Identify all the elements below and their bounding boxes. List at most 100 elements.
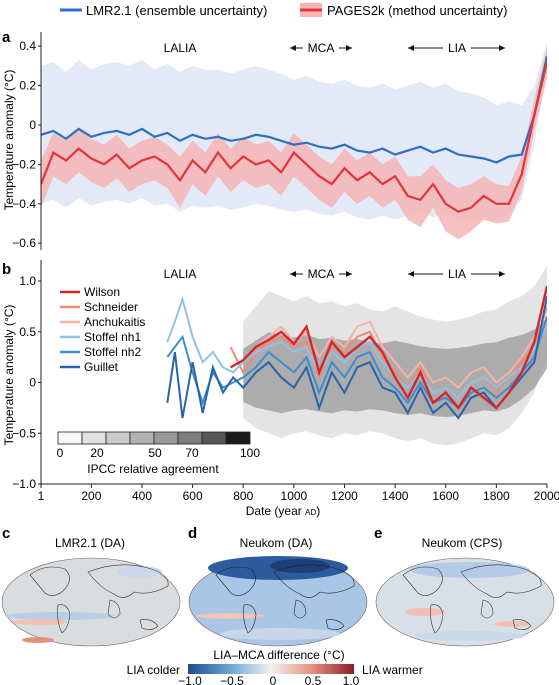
colorbar: LIA–MCA difference (°C) LIA colder LIA w… [127,648,423,685]
map-d-cool-south [220,628,340,640]
map-e-warm-1 [405,608,445,616]
colorbar-tick-1: 1.0 [343,674,360,685]
panel-a-mca-label: MCA [308,41,335,55]
x-tick-label: 1200 [331,489,358,503]
colorbar-tick-neg05: −0.5 [220,674,244,685]
ipcc-tick-0: 0 [57,446,64,460]
map-d-cold-core [270,559,330,573]
map-d-title: Neukom (DA) [240,536,313,550]
panel-b-plot-area [166,265,547,446]
colorbar-title: LIA–MCA difference (°C) [213,648,344,662]
series-line-wilson [230,285,547,410]
legend-anchukaitis-label: Anchukaitis [84,315,145,329]
x-tick-label: 1000 [281,489,308,503]
map-c-letter: c [2,525,10,542]
x-tick-label: 600 [183,489,203,503]
panel-a-ytick-label: −0.2 [12,157,36,171]
map-d-continents [215,564,355,634]
map-e-warm-2 [494,621,530,627]
map-c [1,557,181,647]
colorbar-left-label: LIA colder [127,663,180,677]
panel-a: a 0.4 0.2 0 −0.2 −0.4 −0.6 Temperature anomal… [2,29,547,250]
ipcc-scale-label: IPCC relative agreement [87,462,219,476]
map-c-band-cool [5,612,115,620]
panel-a-y-ticks: 0.4 0.2 0 −0.2 −0.4 −0.6 [12,39,41,250]
panel-b-lia-label: LIA [448,267,466,281]
ipcc-tick-20: 20 [90,446,104,460]
x-tick-label: 1 [38,489,45,503]
panel-a-ytick-label: 0.2 [19,79,36,93]
panel-a-ytick-label: 0.4 [19,39,36,53]
ipcc-tick-50: 50 [148,446,162,460]
panel-b-ytick-label: 0 [29,376,36,390]
legend-schneider-label: Schneider [84,300,138,314]
x-axis-label: Date (year AD) [246,504,321,518]
map-e-cool-south [415,631,525,641]
x-tick-label: 1400 [382,489,409,503]
colorbar-right-label: LIA warmer [362,663,423,677]
ipcc-tick-100: 100 [240,446,260,460]
map-e [375,557,555,647]
panel-b-series [166,285,547,420]
panel-a-ytick-label: −0.4 [12,197,36,211]
pages2k-series-line [41,61,547,213]
panel-b-ytick-label: 1.0 [19,274,36,288]
colorbar-gradient [188,664,354,674]
x-tick-label: 1600 [432,489,459,503]
map-e-letter: e [374,525,382,542]
map-c-warm-spot [22,637,54,643]
map-d-letter: d [188,525,197,542]
x-tick-label: 800 [233,489,253,503]
panel-a-ytick-label: −0.6 [12,236,36,250]
map-panels: c LMR2.1 (DA) d Neukom (DA) e Neukom (CP… [1,525,555,647]
map-d-warm-band [196,613,264,619]
legend-guillet-label: Guillet [84,360,119,374]
panel-a-letter: a [2,29,11,46]
panel-b-y-ticks: 1.0 0.5 0 −0.5 −1.0 [12,274,41,491]
lmr-series-line [41,55,547,164]
legend-pages-label: PAGES2k (method uncertainty) [327,3,507,18]
top-legend: LMR2.1 (ensemble uncertainty) PAGES2k (m… [60,3,507,18]
x-axis-ticks: 1 200 400 600 800 1000 1200 1400 1600 1800 2000 [38,484,559,503]
panel-b-ylabel: Temperature anomaly (°C) [2,305,16,446]
pages2k-uncertainty-band [41,46,547,240]
x-tick-label: 1800 [483,489,510,503]
panel-b-mca-label: MCA [308,267,335,281]
panel-a-lalia-label: LALIA [164,41,197,55]
colorbar-tick-05: 0.5 [305,674,322,685]
x-tick-label: 2000 [534,489,559,503]
panel-a-ylabel: Temperature anomaly (°C) [2,70,16,211]
panel-a-lia-label: LIA [448,41,466,55]
series-line-anchukaitis [255,320,547,389]
panel-a-mca-arrow: MCA [290,40,352,55]
series-line-stoffel-nh1 [166,295,547,400]
map-c-cool-north [118,566,162,578]
colorbar-tick-neg1: −1.0 [178,674,202,685]
panel-b-lalia-label: LALIA [164,267,197,281]
colorbar-tick-0: 0 [270,674,277,685]
map-c-continents [29,564,169,634]
panel-b-ytick-label: 0.5 [19,325,36,339]
ipcc-agreement-scale: 0 20 50 70 100 IPCC relative agreement [57,431,260,476]
map-e-continents [402,564,542,634]
panel-a-lia-arrow: LIA [408,40,505,55]
legend-stoffel-nh1-label: Stoffel nh1 [84,330,141,344]
map-e-cool-north [410,562,530,578]
panel-b-ytick-label: −1.0 [12,477,36,491]
panel-a-ytick-label: 0 [29,118,36,132]
panel-a-plot-area [41,42,547,240]
map-c-title: LMR2.1 (DA) [55,536,125,550]
legend-lmr-label: LMR2.1 (ensemble uncertainty) [86,3,267,18]
x-tick-label: 200 [81,489,101,503]
map-d [188,556,368,647]
map-e-title: Neukom (CPS) [422,536,503,550]
legend-stoffel-nh2-label: Stoffel nh2 [84,345,141,359]
panel-b-legend: Wilson Schneider Anchukaitis Stoffel nh1… [60,285,145,374]
ipcc-tick-70: 70 [185,446,199,460]
panel-b: b 1.00.50−0.5−1.0 1 200 400 600 800 1000 1200 1… [2,260,559,518]
panel-b-letter: b [2,261,11,278]
x-tick-label: 400 [132,489,152,503]
panel-b-mca-arrow: MCA [290,266,352,281]
panel-b-lia-arrow: LIA [408,266,505,281]
